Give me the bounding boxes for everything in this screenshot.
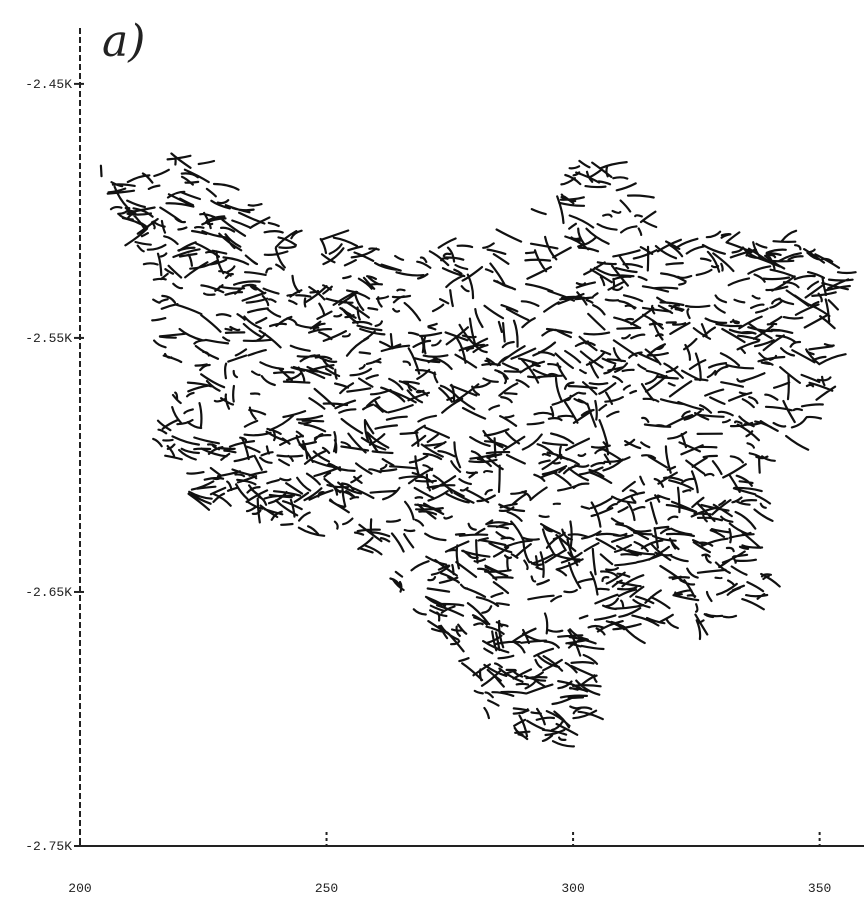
x-tick-label: 250 (315, 881, 338, 896)
y-tick-label: -2.45K (25, 77, 72, 92)
drainage-network (99, 152, 857, 748)
panel-label: a) (102, 16, 145, 67)
y-tick-label: -2.75K (25, 839, 72, 854)
x-tick-label: 300 (561, 881, 584, 896)
y-tick-label: -2.65K (25, 585, 72, 600)
x-tick-label: 200 (68, 881, 91, 896)
x-tick-label: 350 (808, 881, 831, 896)
y-tick-label: -2.55K (25, 331, 72, 346)
